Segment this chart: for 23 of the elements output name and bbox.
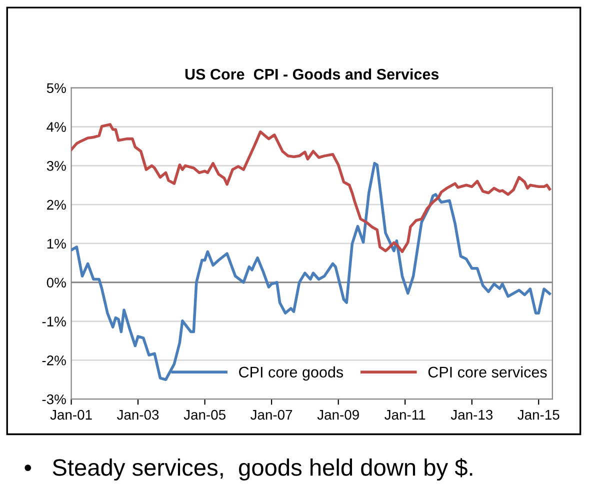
y-tick-label: 1% <box>47 238 66 249</box>
x-tick-label: Jan-15 <box>518 410 560 420</box>
x-tick-label: Jan-05 <box>184 410 226 420</box>
line-series <box>71 123 551 254</box>
y-tick-label: 2% <box>47 200 66 210</box>
legend-label: CPI core goods <box>239 366 344 381</box>
x-tick-label: Jan-13 <box>450 410 493 420</box>
y-tick-label: -3% <box>42 394 66 404</box>
y-tick-label: 0% <box>46 278 66 288</box>
x-tick-label: Jan-11 <box>384 410 426 420</box>
text: • Steady services, goods held down by $. <box>24 458 472 481</box>
chart-title: US Core CPI - Goods and Services <box>185 68 439 80</box>
y-tick-label: -1% <box>42 316 66 326</box>
x-tick-label: Jan-03 <box>116 410 159 420</box>
x-tick-label: Jan-07 <box>250 410 292 420</box>
line-series <box>71 162 551 382</box>
y-tick-label: -2% <box>42 356 66 366</box>
y-tick-label: 3% <box>46 160 66 171</box>
x-tick-label: Jan-09 <box>317 410 359 420</box>
x-tick-label: Jan-01 <box>50 410 92 420</box>
y-tick-label: 5% <box>46 83 66 94</box>
legend-label: CPI core services <box>428 366 547 378</box>
y-tick-label: 4% <box>46 122 66 132</box>
